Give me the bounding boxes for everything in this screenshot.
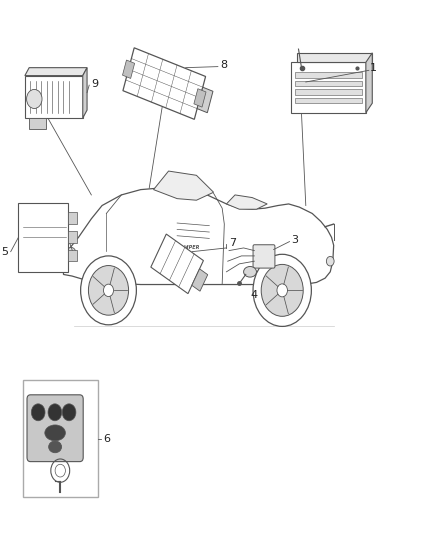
Text: 9: 9 xyxy=(92,78,99,88)
Ellipse shape xyxy=(45,425,65,441)
FancyBboxPatch shape xyxy=(68,231,77,243)
Polygon shape xyxy=(123,48,205,119)
Text: 6: 6 xyxy=(103,434,110,444)
Circle shape xyxy=(48,404,62,421)
FancyBboxPatch shape xyxy=(253,245,275,268)
Circle shape xyxy=(27,90,42,109)
Text: VIPER: VIPER xyxy=(184,245,200,251)
Polygon shape xyxy=(197,87,213,112)
Text: 1: 1 xyxy=(370,63,377,72)
Circle shape xyxy=(88,265,129,315)
Circle shape xyxy=(31,404,45,421)
Polygon shape xyxy=(23,381,98,497)
Ellipse shape xyxy=(49,441,61,453)
FancyBboxPatch shape xyxy=(295,98,361,103)
FancyBboxPatch shape xyxy=(68,249,77,261)
Circle shape xyxy=(81,256,136,325)
FancyBboxPatch shape xyxy=(295,81,361,86)
Text: 3: 3 xyxy=(291,235,298,245)
Text: 4: 4 xyxy=(251,290,258,300)
Polygon shape xyxy=(123,60,134,78)
Circle shape xyxy=(261,264,303,316)
Polygon shape xyxy=(226,195,267,209)
Circle shape xyxy=(103,284,113,296)
Polygon shape xyxy=(83,68,87,118)
Polygon shape xyxy=(291,62,366,113)
Circle shape xyxy=(253,254,311,326)
FancyBboxPatch shape xyxy=(68,213,77,224)
Ellipse shape xyxy=(244,266,257,277)
Polygon shape xyxy=(297,53,372,62)
Polygon shape xyxy=(25,76,83,118)
Circle shape xyxy=(277,284,287,297)
FancyBboxPatch shape xyxy=(27,395,83,462)
Polygon shape xyxy=(29,118,46,128)
Polygon shape xyxy=(154,171,214,200)
Polygon shape xyxy=(18,203,68,272)
Polygon shape xyxy=(151,234,203,294)
Circle shape xyxy=(62,404,76,421)
Polygon shape xyxy=(25,68,87,76)
Polygon shape xyxy=(192,269,208,291)
Ellipse shape xyxy=(67,247,76,259)
FancyBboxPatch shape xyxy=(295,72,361,78)
Ellipse shape xyxy=(326,256,334,266)
Polygon shape xyxy=(366,53,372,113)
Polygon shape xyxy=(64,188,334,285)
Polygon shape xyxy=(194,88,206,107)
Text: 7: 7 xyxy=(229,238,236,248)
Text: 8: 8 xyxy=(220,60,227,70)
Text: 5: 5 xyxy=(2,247,9,257)
FancyBboxPatch shape xyxy=(295,90,361,95)
